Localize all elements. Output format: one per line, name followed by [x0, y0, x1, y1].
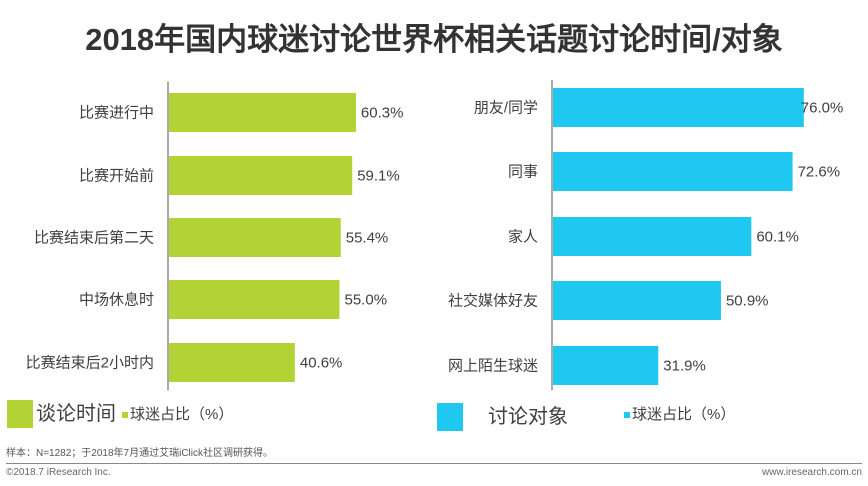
bar — [553, 88, 804, 127]
data-label: 59.1% — [357, 168, 400, 185]
data-label: 72.6% — [798, 164, 841, 181]
bar — [169, 93, 356, 132]
sample-note: 样本：N=1282；于2018年7月通过艾瑞iClick社区调研获得。 — [6, 448, 274, 459]
website: www.iresearch.com.cn — [761, 467, 862, 478]
legend-time-series: 球迷占比（%） — [122, 406, 233, 424]
data-label: 50.9% — [726, 293, 769, 310]
copyright: ©2018.7 iResearch Inc. — [6, 467, 111, 478]
footer-divider — [6, 463, 862, 464]
category-label: 网上陌生球迷 — [448, 358, 538, 375]
category-label: 中场休息时 — [79, 292, 154, 309]
bar — [553, 346, 659, 385]
legend-object-title: 讨论对象 — [488, 406, 568, 428]
data-label: 60.3% — [361, 105, 404, 122]
bar — [169, 156, 353, 195]
chart-title: 2018年国内球迷讨论世界杯相关话题讨论时间/对象 — [85, 22, 783, 57]
bar — [553, 281, 721, 320]
category-label: 比赛结束后2小时内 — [26, 355, 154, 372]
legend-time-title: 谈论时间 — [36, 403, 116, 425]
data-label: 40.6% — [300, 355, 343, 372]
category-label: 比赛结束后第二天 — [34, 229, 154, 247]
bar — [169, 343, 295, 382]
data-label: 31.9% — [663, 358, 706, 375]
legend-time-label: 球迷占比（%） — [130, 406, 234, 423]
bar — [553, 152, 793, 191]
data-label: 60.1% — [756, 229, 799, 246]
category-label: 家人 — [508, 229, 538, 246]
category-label: 同事 — [508, 164, 538, 181]
category-label: 社交媒体好友 — [448, 292, 538, 310]
legend-swatch-time — [7, 400, 33, 428]
data-label: 76.0% — [801, 100, 844, 117]
bar — [169, 280, 340, 319]
category-label: 朋友/同学 — [474, 100, 538, 117]
legend-object-series: 球迷占比（%） — [624, 406, 735, 424]
category-label: 比赛开始前 — [79, 168, 154, 185]
bar — [169, 218, 341, 257]
category-label: 比赛进行中 — [79, 105, 154, 122]
data-label: 55.0% — [345, 292, 388, 309]
data-label: 55.4% — [346, 230, 389, 247]
legend-swatch-object — [437, 403, 463, 431]
bar — [553, 217, 752, 256]
legend-object-label: 球迷占比（%） — [632, 406, 736, 423]
